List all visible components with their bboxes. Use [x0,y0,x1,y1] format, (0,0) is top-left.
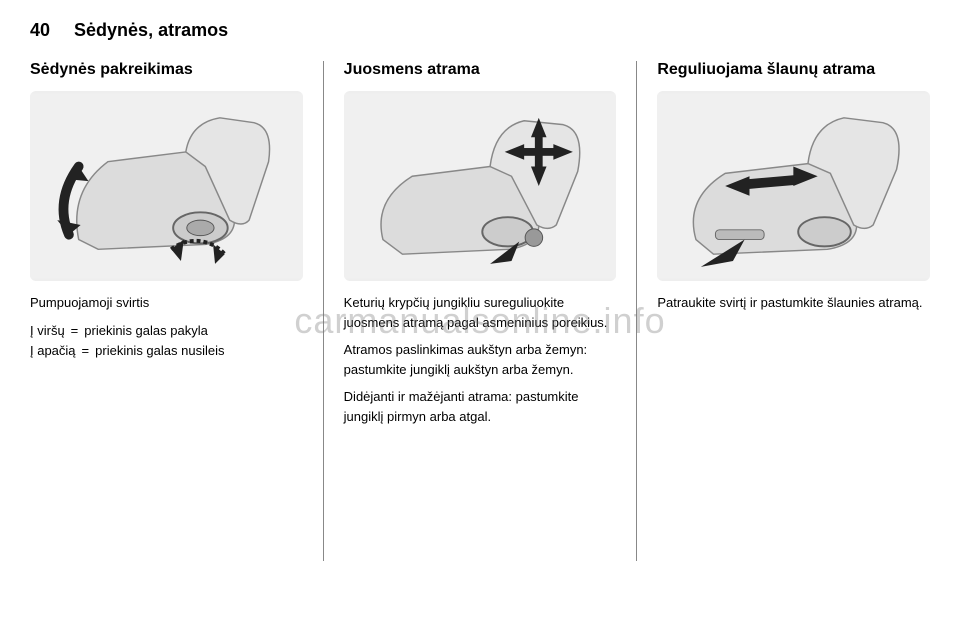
paragraph: Pumpuojamoji svirtis [30,293,303,313]
column-1: Sėdynės pakreikimas Pumpuojamoji svirtis… [30,61,321,561]
column-2: Juosmens atrama Keturių krypčių jungikli… [326,61,635,561]
def-key: Į viršų [30,321,65,342]
seat-thigh-illustration [657,91,930,281]
seat-lumbar-illustration [344,91,617,281]
def-eq: = [71,321,79,342]
column-divider [323,61,324,561]
page-header: 40 Sėdynės, atramos [30,20,930,41]
seat-tilt-illustration [30,91,303,281]
column-3: Reguliuojama šlaunų atrama Patraukite sv… [639,61,930,561]
definition-list: Į viršų = priekinis galas pakyla Į apači… [30,321,303,363]
def-val: priekinis galas nusileis [95,341,224,362]
content-columns: Sėdynės pakreikimas Pumpuojamoji svirtis… [30,61,930,561]
def-val: priekinis galas pakyla [84,321,208,342]
def-key: Į apačią [30,341,76,362]
seat-thigh-figure [657,91,930,281]
section-title: Sėdynės pakreikimas [30,61,303,79]
paragraph: Patraukite svirtį ir pastumkite šlaunies… [657,293,930,313]
paragraph: Atramos paslinkimas aukštyn arba žemyn: … [344,340,617,379]
def-eq: = [82,341,90,362]
page-number: 40 [30,20,50,41]
paragraph: Didėjanti ir mažėjanti atrama: pastumkit… [344,387,617,426]
definition-row: Į viršų = priekinis galas pakyla [30,321,303,342]
chapter-title: Sėdynės, atramos [74,20,228,41]
paragraph: Keturių krypčių jungikliu sureguliuokite… [344,293,617,332]
seat-lumbar-figure [344,91,617,281]
definition-row: Į apačią = priekinis galas nusileis [30,341,303,362]
seat-tilt-figure [30,91,303,281]
section-title: Reguliuojama šlaunų atrama [657,61,930,79]
column-divider [636,61,637,561]
section-title: Juosmens atrama [344,61,617,79]
